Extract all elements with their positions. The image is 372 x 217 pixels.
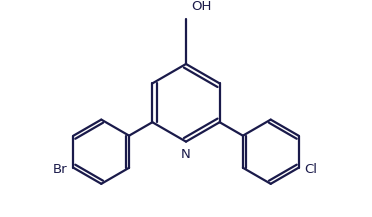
Text: Br: Br <box>53 163 67 176</box>
Text: N: N <box>181 148 191 161</box>
Text: Cl: Cl <box>305 163 317 176</box>
Text: OH: OH <box>191 0 212 13</box>
